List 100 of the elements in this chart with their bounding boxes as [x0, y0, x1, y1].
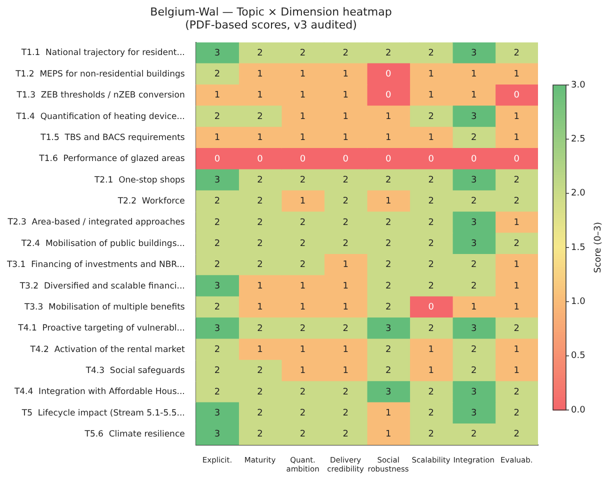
- data-label: 0: [385, 154, 392, 164]
- data-label: 2: [514, 324, 520, 334]
- data-label: 1: [428, 133, 434, 144]
- chart-subtitle: (PDF-based scores, v3 audited): [185, 18, 357, 32]
- data-label: 2: [257, 175, 263, 186]
- data-label: 2: [300, 48, 306, 58]
- data-label: 1: [257, 133, 263, 144]
- data-label: 0: [428, 154, 434, 164]
- data-label: 1: [385, 196, 392, 207]
- data-label: 2: [342, 408, 348, 419]
- data-label: 1: [300, 281, 306, 292]
- color-bar-label: 1.5: [571, 242, 586, 253]
- data-label: 1: [300, 70, 306, 80]
- data-label: 1: [300, 90, 306, 101]
- data-label: 2: [257, 196, 263, 207]
- data-label: 3: [470, 408, 477, 419]
- data-label: 1: [257, 344, 263, 355]
- data-label: 2: [214, 302, 220, 313]
- data-label: 3: [214, 408, 220, 419]
- data-label: 2: [385, 48, 392, 58]
- data-label: 1: [514, 344, 520, 355]
- data-label: 3: [470, 239, 477, 250]
- data-label: 2: [428, 218, 434, 228]
- y-tick-label: T2.1 One-stop shops: [93, 175, 186, 186]
- data-label: 2: [385, 239, 392, 250]
- data-label: 2: [385, 175, 392, 186]
- data-label: 2: [214, 260, 220, 270]
- data-label: 2: [214, 218, 220, 228]
- data-label: 2: [428, 48, 434, 58]
- y-tick-label: T4.2 Activation of the rental market: [29, 344, 186, 355]
- data-label: 2: [514, 175, 520, 186]
- color-bar-label: 2.5: [571, 134, 586, 145]
- data-label: 2: [214, 239, 220, 250]
- data-label: 1: [514, 218, 520, 228]
- data-label: 3: [470, 175, 477, 186]
- data-label: 1: [514, 133, 520, 144]
- data-label: 2: [470, 196, 477, 207]
- data-label: 3: [214, 281, 220, 292]
- data-label: 3: [470, 387, 477, 398]
- data-label: 2: [214, 366, 220, 376]
- y-tick-label: T4.4 Integration with Affordable Hous...: [13, 387, 185, 398]
- data-label: 1: [257, 70, 263, 80]
- y-tick-label: T3.3 Mobilisation of multiple benefits: [23, 302, 186, 312]
- data-label: 1: [214, 90, 220, 101]
- color-bar-label: 0.0: [571, 405, 586, 416]
- data-label: 1: [470, 302, 477, 313]
- data-label: 2: [257, 366, 263, 376]
- data-label: 1: [385, 408, 392, 419]
- data-label: 0: [342, 154, 349, 164]
- data-label: 3: [385, 387, 392, 398]
- data-label: 1: [342, 90, 348, 101]
- y-tick-label: T2.4 Mobilisation of public buildings...: [20, 238, 185, 249]
- data-label: 2: [470, 344, 477, 355]
- data-label: 2: [385, 260, 392, 270]
- data-label: 2: [428, 112, 434, 122]
- data-label: 2: [385, 281, 392, 292]
- data-label: 1: [514, 112, 520, 122]
- y-tick-label: T5.6 Climate resilience: [84, 430, 185, 440]
- color-bar-label: 0.5: [571, 351, 586, 362]
- data-label: 2: [342, 324, 348, 334]
- data-label: 2: [300, 387, 306, 398]
- data-label: 1: [300, 344, 306, 355]
- color-bar-label: 2.0: [571, 188, 586, 199]
- data-label: 2: [342, 387, 348, 398]
- data-label: 2: [514, 387, 520, 398]
- data-label: 1: [385, 112, 392, 122]
- data-label: 2: [300, 324, 306, 334]
- data-label: 0: [514, 90, 520, 101]
- data-label: 2: [514, 408, 520, 419]
- data-label: 3: [214, 175, 220, 186]
- data-label: 3: [470, 218, 477, 228]
- data-label: 2: [257, 387, 263, 398]
- data-label: 1: [428, 344, 434, 355]
- data-label: 1: [428, 366, 434, 376]
- data-label: 2: [257, 408, 263, 419]
- color-bar-title: Score (0–3): [593, 222, 604, 274]
- data-label: 3: [214, 324, 220, 334]
- y-tick-label: T1.1 National trajectory for resident...: [20, 48, 185, 58]
- data-label: 2: [342, 175, 348, 186]
- data-label: 2: [428, 408, 434, 419]
- data-label: 3: [470, 324, 477, 334]
- data-label: 2: [342, 218, 348, 228]
- data-label: 2: [428, 196, 434, 207]
- data-label: 2: [300, 260, 306, 270]
- data-label: 1: [514, 302, 520, 313]
- y-tick-label: T1.2 MEPS for non-residential buildings: [14, 69, 186, 80]
- data-label: 2: [514, 430, 520, 440]
- data-label: 2: [514, 239, 520, 250]
- data-label: 2: [428, 430, 434, 440]
- data-label: 0: [385, 90, 392, 101]
- data-label: 2: [428, 260, 434, 270]
- data-label: 1: [385, 430, 392, 440]
- data-label: 1: [470, 90, 477, 101]
- y-tick-label: T4.1 Proactive targeting of vulnerabl...: [17, 324, 185, 334]
- data-label: 1: [257, 302, 263, 313]
- data-label: 2: [385, 344, 392, 355]
- data-label: 1: [300, 366, 306, 376]
- data-label: 1: [385, 133, 392, 144]
- data-label: 3: [385, 324, 392, 334]
- data-label: 2: [470, 430, 477, 440]
